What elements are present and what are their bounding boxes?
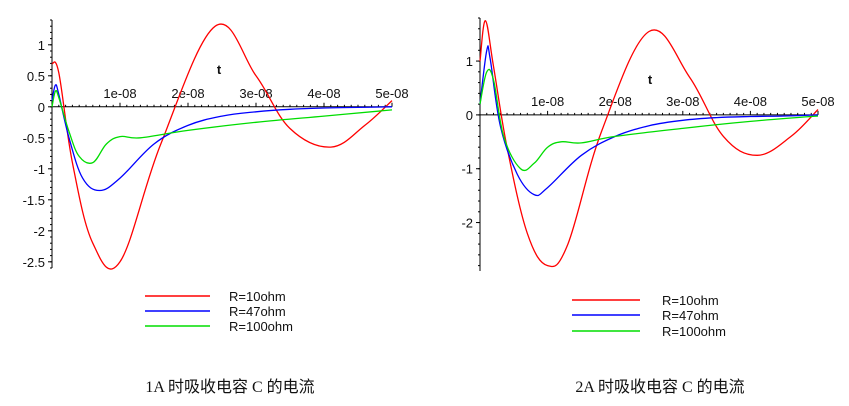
legend-label: R=10ohm: [662, 293, 719, 308]
x-tick-label: 2e-08: [599, 94, 632, 109]
x-tick-label: 4e-08: [307, 86, 340, 101]
y-tick-label: 0.5: [27, 69, 45, 84]
y-tick-label: -2: [33, 224, 45, 239]
y-tick-label: -2: [461, 216, 473, 231]
chart-caption: 1A 时吸收电容 C 的电流: [145, 378, 314, 396]
series-line-r-10ohm: [479, 20, 819, 268]
y-tick-label: -2.5: [23, 255, 45, 270]
series-line-r-100ohm: [479, 68, 819, 172]
legend-label: R=100ohm: [229, 319, 293, 334]
y-tick-label: 0: [38, 100, 45, 115]
y-tick-label: 1: [466, 54, 473, 69]
x-tick-label: 2e-08: [171, 86, 204, 101]
x-axis-label: t: [217, 62, 222, 77]
y-tick-label: -1: [33, 162, 45, 177]
x-tick-label: 3e-08: [666, 94, 699, 109]
legend-label: R=10ohm: [229, 289, 286, 304]
chart-1a: 10.50-0.5-1-1.5-2-2.51e-08 2e-08 3e-08 4e-0…: [23, 19, 409, 396]
x-tick-label: 1e-08: [103, 86, 136, 101]
legend-label: R=100ohm: [662, 324, 726, 339]
chart-2a: 10-1-21e-08 2e-08 3e-08 4e-08 5e-08tR=10ohmR…: [461, 17, 835, 396]
legend-label: R=47ohm: [662, 308, 719, 323]
chart-caption: 2A 时吸收电容 C 的电流: [575, 378, 744, 396]
x-tick-label: 1e-08: [531, 94, 564, 109]
y-tick-label: 1: [38, 38, 45, 53]
y-tick-label: -0.5: [23, 131, 45, 146]
y-tick-label: -1.5: [23, 193, 45, 208]
series-line-r-47ohm: [479, 45, 819, 197]
y-tick-label: -1: [461, 162, 473, 177]
series-line-r-100ohm: [51, 89, 393, 164]
x-tick-label: 4e-08: [734, 94, 767, 109]
x-tick-label: 5e-08: [375, 86, 408, 101]
legend-label: R=47ohm: [229, 304, 286, 319]
y-tick-label: 0: [466, 108, 473, 123]
x-axis-label: t: [648, 72, 653, 87]
series-line-r-10ohm: [51, 23, 393, 270]
x-tick-label: 5e-08: [801, 94, 834, 109]
